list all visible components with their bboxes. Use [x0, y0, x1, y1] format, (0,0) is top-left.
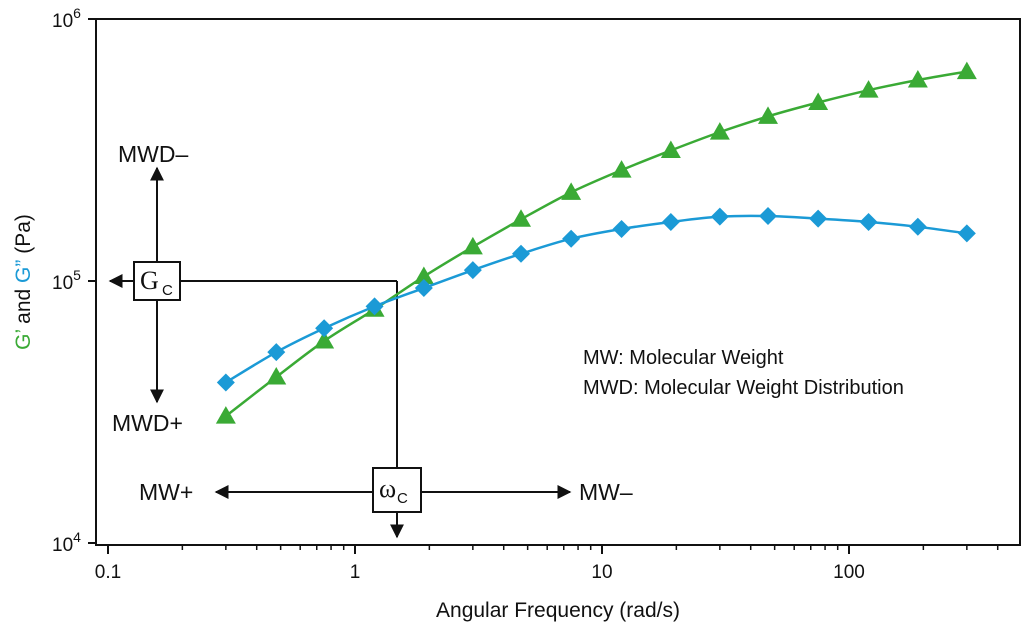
wc-box: ω C	[372, 467, 422, 513]
y-tick-label: 106	[52, 5, 81, 32]
g-prime-point	[561, 182, 582, 200]
g-double-prime-point	[957, 224, 976, 243]
y-label-unit: (Pa)	[12, 214, 35, 260]
mwd-minus-label: MWD–	[118, 141, 188, 167]
series-line-diamond	[225, 214, 968, 384]
y-label-and: and	[12, 283, 35, 330]
mw-plus-label: MW+	[139, 479, 193, 505]
note-mwd: MWD: Molecular Weight Distribution	[583, 377, 904, 399]
series-layer	[215, 61, 977, 424]
g-prime-point	[907, 70, 928, 88]
g-double-prime-point	[908, 217, 927, 236]
g-double-prime-point	[809, 209, 828, 228]
y-label-g-prime: G’	[12, 330, 35, 350]
g-prime-point	[266, 367, 287, 385]
g-prime-point	[314, 331, 335, 349]
g-double-prime-point	[267, 343, 286, 362]
y-tick-label: 105	[52, 267, 81, 294]
g-double-prime-point	[710, 207, 729, 226]
g-prime-point	[858, 80, 879, 98]
g-prime-point	[413, 266, 434, 285]
gc-box: G C	[133, 261, 181, 301]
g-double-prime-point	[562, 229, 581, 248]
series-line-triangle	[225, 70, 968, 418]
x-tick-label: 10	[591, 562, 612, 583]
y-tick-label: 104	[52, 529, 81, 556]
gc-subscript: C	[162, 282, 173, 299]
y-axis-label: G’ and G” (Pa)	[12, 214, 35, 350]
crossover-guides	[108, 166, 572, 539]
g-prime-point	[462, 236, 483, 255]
note-mw: MW: Molecular Weight	[583, 347, 784, 369]
g-prime-point	[709, 122, 730, 140]
g-double-prime-point	[759, 207, 778, 226]
mwd-plus-label: MWD+	[112, 410, 183, 436]
gc-label: G	[140, 266, 159, 295]
x-tick-label: 1	[350, 562, 361, 583]
x-axis-ticks: 0.1 1 10 100	[95, 545, 999, 583]
y-axis-ticks: 104 105 106	[52, 5, 96, 556]
g-double-prime-point	[315, 319, 334, 338]
g-prime-point	[808, 92, 829, 111]
g-prime-point	[511, 209, 532, 227]
g-double-prime-point	[661, 212, 680, 231]
wc-subscript: C	[397, 490, 408, 507]
x-tick-label: 100	[833, 562, 865, 583]
g-double-prime-point	[216, 373, 235, 392]
g-prime-point	[660, 140, 681, 158]
y-label-g-double-prime: G”	[12, 260, 35, 283]
g-double-prime-point	[612, 219, 631, 238]
mw-minus-label: MW–	[579, 479, 633, 505]
g-prime-point	[758, 106, 779, 124]
wc-label: ω	[379, 474, 396, 503]
g-prime-point	[215, 406, 236, 424]
x-tick-label: 0.1	[95, 562, 121, 583]
g-double-prime-point	[512, 244, 531, 263]
g-double-prime-point	[414, 279, 433, 298]
g-double-prime-point	[365, 297, 384, 316]
g-prime-point	[611, 160, 632, 178]
x-axis-label: Angular Frequency (rad/s)	[436, 599, 680, 622]
g-prime-point	[956, 61, 977, 80]
g-double-prime-point	[463, 261, 482, 280]
g-double-prime-point	[859, 212, 878, 231]
